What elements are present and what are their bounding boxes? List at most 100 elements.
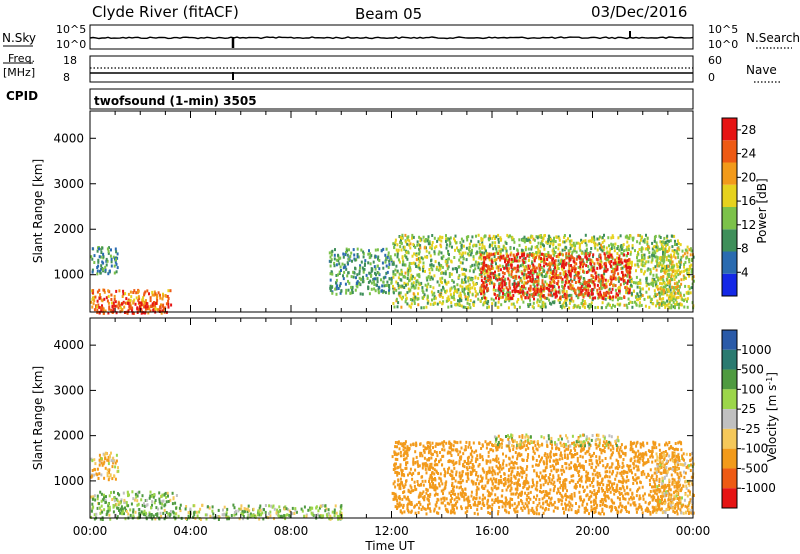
power-cell bbox=[366, 277, 369, 280]
velocity-cell bbox=[415, 455, 418, 459]
velocity-cell bbox=[104, 466, 107, 470]
power-cell bbox=[590, 301, 593, 305]
velocity-cell bbox=[230, 514, 233, 517]
power-cell bbox=[492, 288, 495, 292]
power-cell bbox=[584, 302, 587, 306]
velocity-cell bbox=[594, 494, 597, 498]
power-cell bbox=[144, 304, 147, 308]
power-cell bbox=[472, 303, 475, 306]
power-cell bbox=[530, 293, 533, 297]
velocity-cell bbox=[108, 476, 111, 480]
velocity-cell bbox=[507, 511, 510, 515]
velocity-cell bbox=[502, 452, 504, 456]
power-cell bbox=[106, 259, 109, 263]
power-cell bbox=[334, 287, 337, 291]
power-cell bbox=[532, 237, 535, 241]
velocity-cell bbox=[100, 473, 103, 477]
power-cell bbox=[554, 263, 557, 267]
power-cell bbox=[636, 240, 639, 244]
power-cell bbox=[625, 264, 628, 268]
velocity-cell bbox=[307, 508, 310, 512]
power-cell bbox=[510, 302, 513, 306]
power-cell bbox=[672, 289, 675, 293]
power-cell bbox=[122, 300, 125, 304]
velocity-cell bbox=[319, 504, 322, 508]
velocity-cell bbox=[99, 511, 102, 515]
power-cell bbox=[103, 297, 106, 301]
power-cell bbox=[664, 248, 667, 252]
power-cell bbox=[392, 286, 395, 290]
power-cell bbox=[351, 291, 354, 294]
power-cell bbox=[666, 272, 669, 276]
power-cell bbox=[162, 306, 165, 310]
power-cell bbox=[127, 302, 130, 305]
velocity-cell bbox=[336, 514, 339, 518]
power-cell bbox=[407, 268, 410, 272]
power-cell bbox=[560, 276, 562, 280]
velocity-cell bbox=[428, 507, 431, 511]
power-cell bbox=[627, 244, 630, 248]
power-cell bbox=[140, 303, 143, 307]
power-cell bbox=[335, 278, 338, 282]
nsearch-tick-top: 10^5 bbox=[708, 23, 738, 36]
velocity-cell bbox=[538, 475, 540, 479]
power-cell bbox=[518, 259, 521, 263]
power-cell bbox=[356, 247, 359, 251]
power-cell bbox=[437, 252, 440, 256]
power-cell bbox=[510, 275, 513, 279]
power-cell bbox=[551, 284, 554, 288]
power-cell bbox=[477, 233, 480, 237]
velocity-cell bbox=[283, 507, 286, 511]
power-cell bbox=[531, 271, 534, 275]
power-cell bbox=[331, 249, 334, 253]
power-cell bbox=[335, 274, 338, 277]
power-cell bbox=[385, 264, 388, 268]
power-cell bbox=[578, 246, 581, 250]
power-cell bbox=[660, 247, 663, 251]
power-cell bbox=[675, 242, 678, 246]
power-cell bbox=[590, 305, 593, 309]
power-cell bbox=[510, 251, 513, 255]
velocity-cell bbox=[438, 484, 441, 488]
velocity-cell bbox=[276, 508, 279, 512]
power-cell bbox=[667, 302, 670, 306]
power-cell bbox=[372, 277, 375, 281]
velocity-cell bbox=[544, 452, 547, 456]
power-cell bbox=[433, 250, 436, 254]
power-cell bbox=[417, 303, 420, 307]
power-cell bbox=[670, 253, 672, 257]
power-cell bbox=[486, 302, 489, 306]
power-cell bbox=[614, 284, 617, 288]
power-cell bbox=[414, 245, 417, 249]
power-cell bbox=[679, 243, 682, 247]
velocity-cell bbox=[118, 493, 121, 497]
power-cell bbox=[522, 259, 525, 263]
power-cell bbox=[359, 266, 361, 270]
velocity-cell bbox=[126, 490, 129, 494]
power-cell bbox=[110, 260, 113, 264]
velocity-cell bbox=[151, 500, 154, 504]
power-cell bbox=[670, 262, 673, 266]
power-cell bbox=[405, 255, 408, 259]
power-cell bbox=[679, 262, 682, 266]
velocity-cell bbox=[570, 466, 572, 470]
velocity-cell bbox=[634, 454, 637, 458]
power-cell bbox=[665, 258, 668, 262]
velocity-cell bbox=[107, 506, 110, 510]
power-cell bbox=[452, 280, 455, 284]
velocity-cell bbox=[566, 503, 569, 507]
power-cell bbox=[557, 263, 560, 266]
power-cell bbox=[436, 302, 439, 306]
velocity-cell bbox=[225, 511, 228, 515]
velocity-cell bbox=[645, 475, 648, 479]
power-cell bbox=[587, 265, 590, 268]
velocity-cell bbox=[560, 472, 563, 476]
power-cell bbox=[400, 268, 403, 272]
power-cell bbox=[96, 305, 99, 309]
velocity-cell bbox=[587, 449, 590, 453]
power-cell bbox=[534, 292, 537, 296]
power-cell bbox=[457, 275, 460, 279]
velocity-cell bbox=[116, 499, 119, 503]
velocity-cell bbox=[491, 473, 494, 477]
power-cell bbox=[143, 301, 146, 304]
